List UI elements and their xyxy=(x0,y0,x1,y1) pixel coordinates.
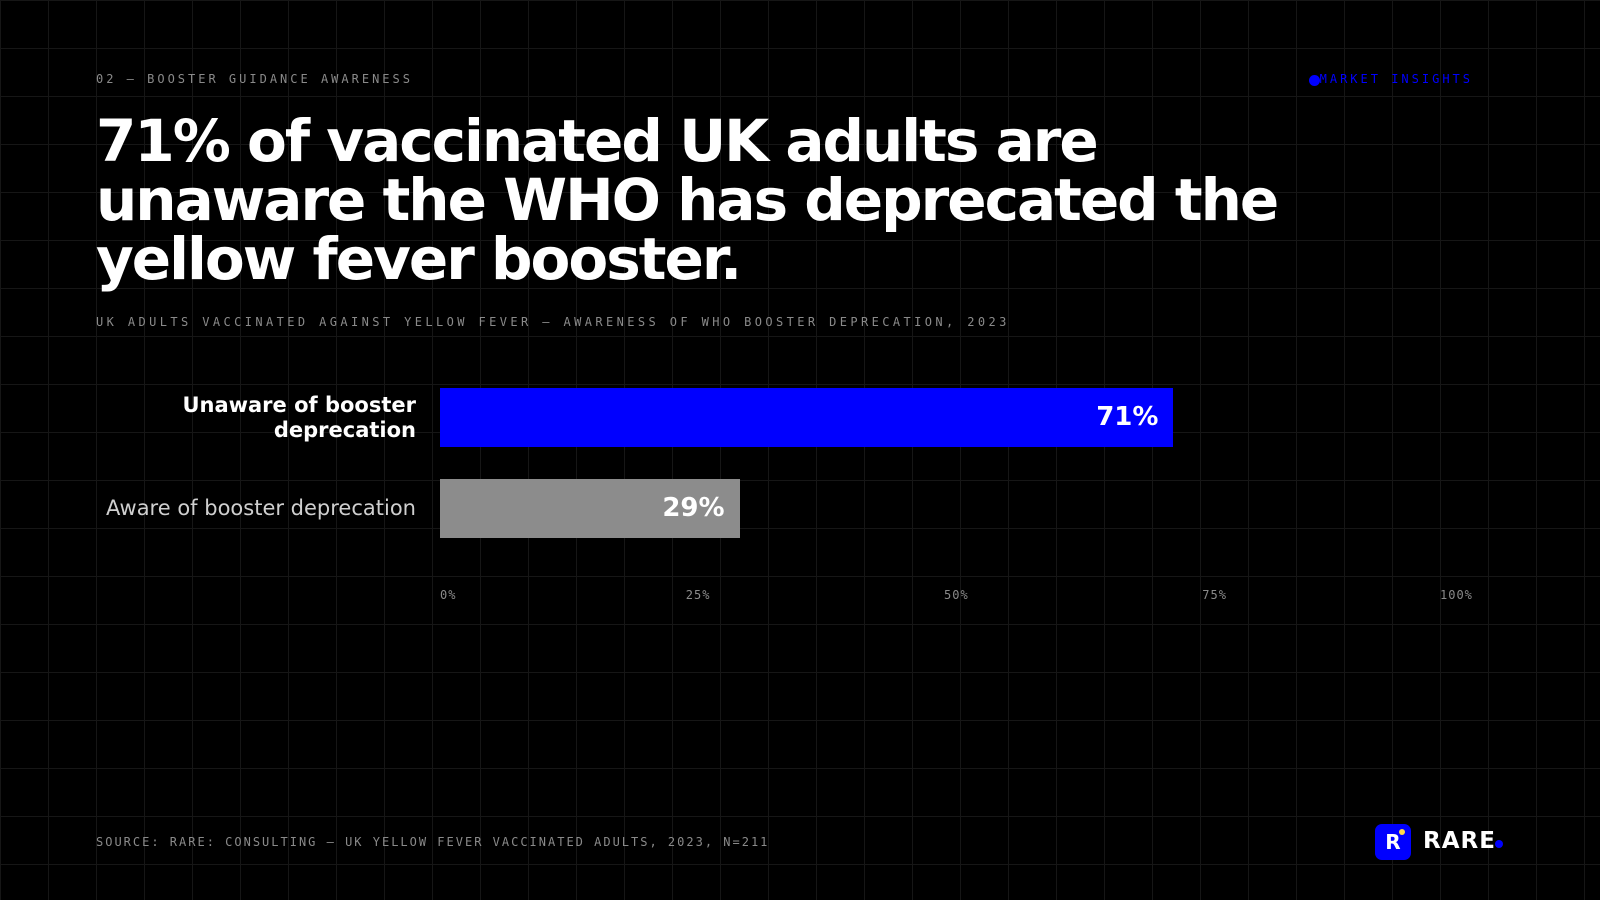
logo-dot xyxy=(1399,829,1405,835)
bar xyxy=(440,479,740,538)
category-label: Unaware of booster deprecation xyxy=(182,392,416,442)
x-tick-label: 50% xyxy=(944,588,969,602)
tag: MARKET INSIGHTS xyxy=(1319,72,1473,86)
category-label: Aware of booster deprecation xyxy=(106,496,416,520)
value-label: 29% xyxy=(662,493,725,523)
x-tick-label: 100% xyxy=(1440,588,1473,602)
logo-mark: R xyxy=(1375,824,1411,860)
tag-dot xyxy=(1309,75,1320,86)
source: SOURCE: RARE: CONSULTING — UK YELLOW FEV… xyxy=(96,835,770,849)
logo-dot xyxy=(1495,840,1503,848)
chart-title: 71% of vaccinated UK adults are unaware … xyxy=(96,107,1279,293)
x-tick-label: 25% xyxy=(685,588,711,602)
x-tick-label: 0% xyxy=(440,588,457,602)
chart-subtitle: UK ADULTS VACCINATED AGAINST YELLOW FEVE… xyxy=(96,315,1010,329)
value-label: 71% xyxy=(1096,402,1159,432)
bar xyxy=(440,388,1174,447)
eyebrow: 02 — BOOSTER GUIDANCE AWARENESS xyxy=(96,72,413,86)
logo-name: RARE xyxy=(1423,828,1496,854)
x-tick-label: 75% xyxy=(1202,588,1227,602)
